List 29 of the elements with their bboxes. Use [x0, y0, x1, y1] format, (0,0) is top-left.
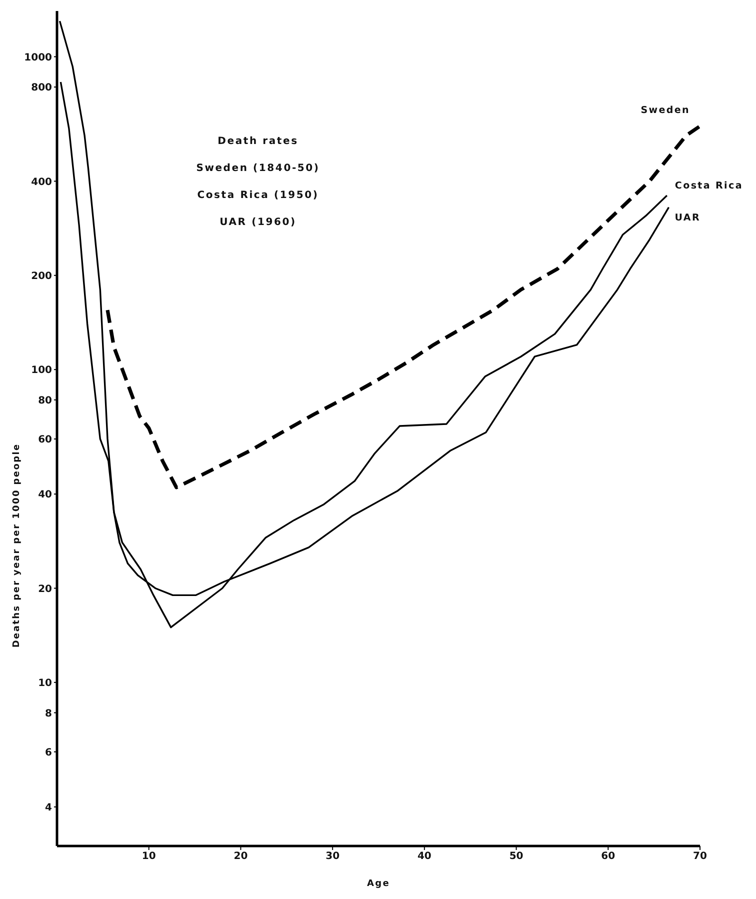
y-tick-label: 800	[31, 82, 52, 94]
y-tick-label: 8	[45, 708, 52, 720]
text: Death rates	[216, 135, 300, 149]
annotation: UAR (1960)	[218, 216, 298, 230]
y-tick-label: 1000	[24, 52, 52, 64]
y-tick-label: 4	[45, 802, 52, 814]
annotation: Sweden (1840-50)	[195, 162, 321, 176]
y-tick-label: 400	[31, 176, 52, 188]
x-tick-label: 60	[601, 851, 616, 862]
y-tick-label: 40	[38, 490, 52, 501]
annotation: Costa Rica (1950)	[196, 189, 320, 203]
x-tick-label: 40	[417, 851, 432, 862]
series-label: UAR	[674, 212, 700, 223]
y-tick-label: 6	[45, 747, 52, 758]
y-tick-label: 10	[38, 678, 52, 689]
y-tick-label: 200	[31, 270, 52, 282]
y-tick-label: 80	[38, 395, 52, 406]
y-tick-label: 20	[38, 584, 52, 595]
y-tick-label: 100	[31, 365, 52, 376]
series-label: Costa Rica	[674, 180, 743, 192]
x-tick-label: 70	[693, 851, 707, 862]
x-tick-label: 30	[326, 851, 340, 862]
x-axis-title: Age	[366, 879, 390, 889]
x-tick-label: 20	[234, 851, 248, 862]
x-tick-label: 10	[142, 851, 156, 862]
y-tick-label: 60	[38, 434, 52, 446]
series-label: Sweden	[640, 104, 690, 116]
x-tick-label: 50	[509, 851, 524, 862]
y-axis-title: Deaths per year per 1000 people	[12, 443, 22, 648]
